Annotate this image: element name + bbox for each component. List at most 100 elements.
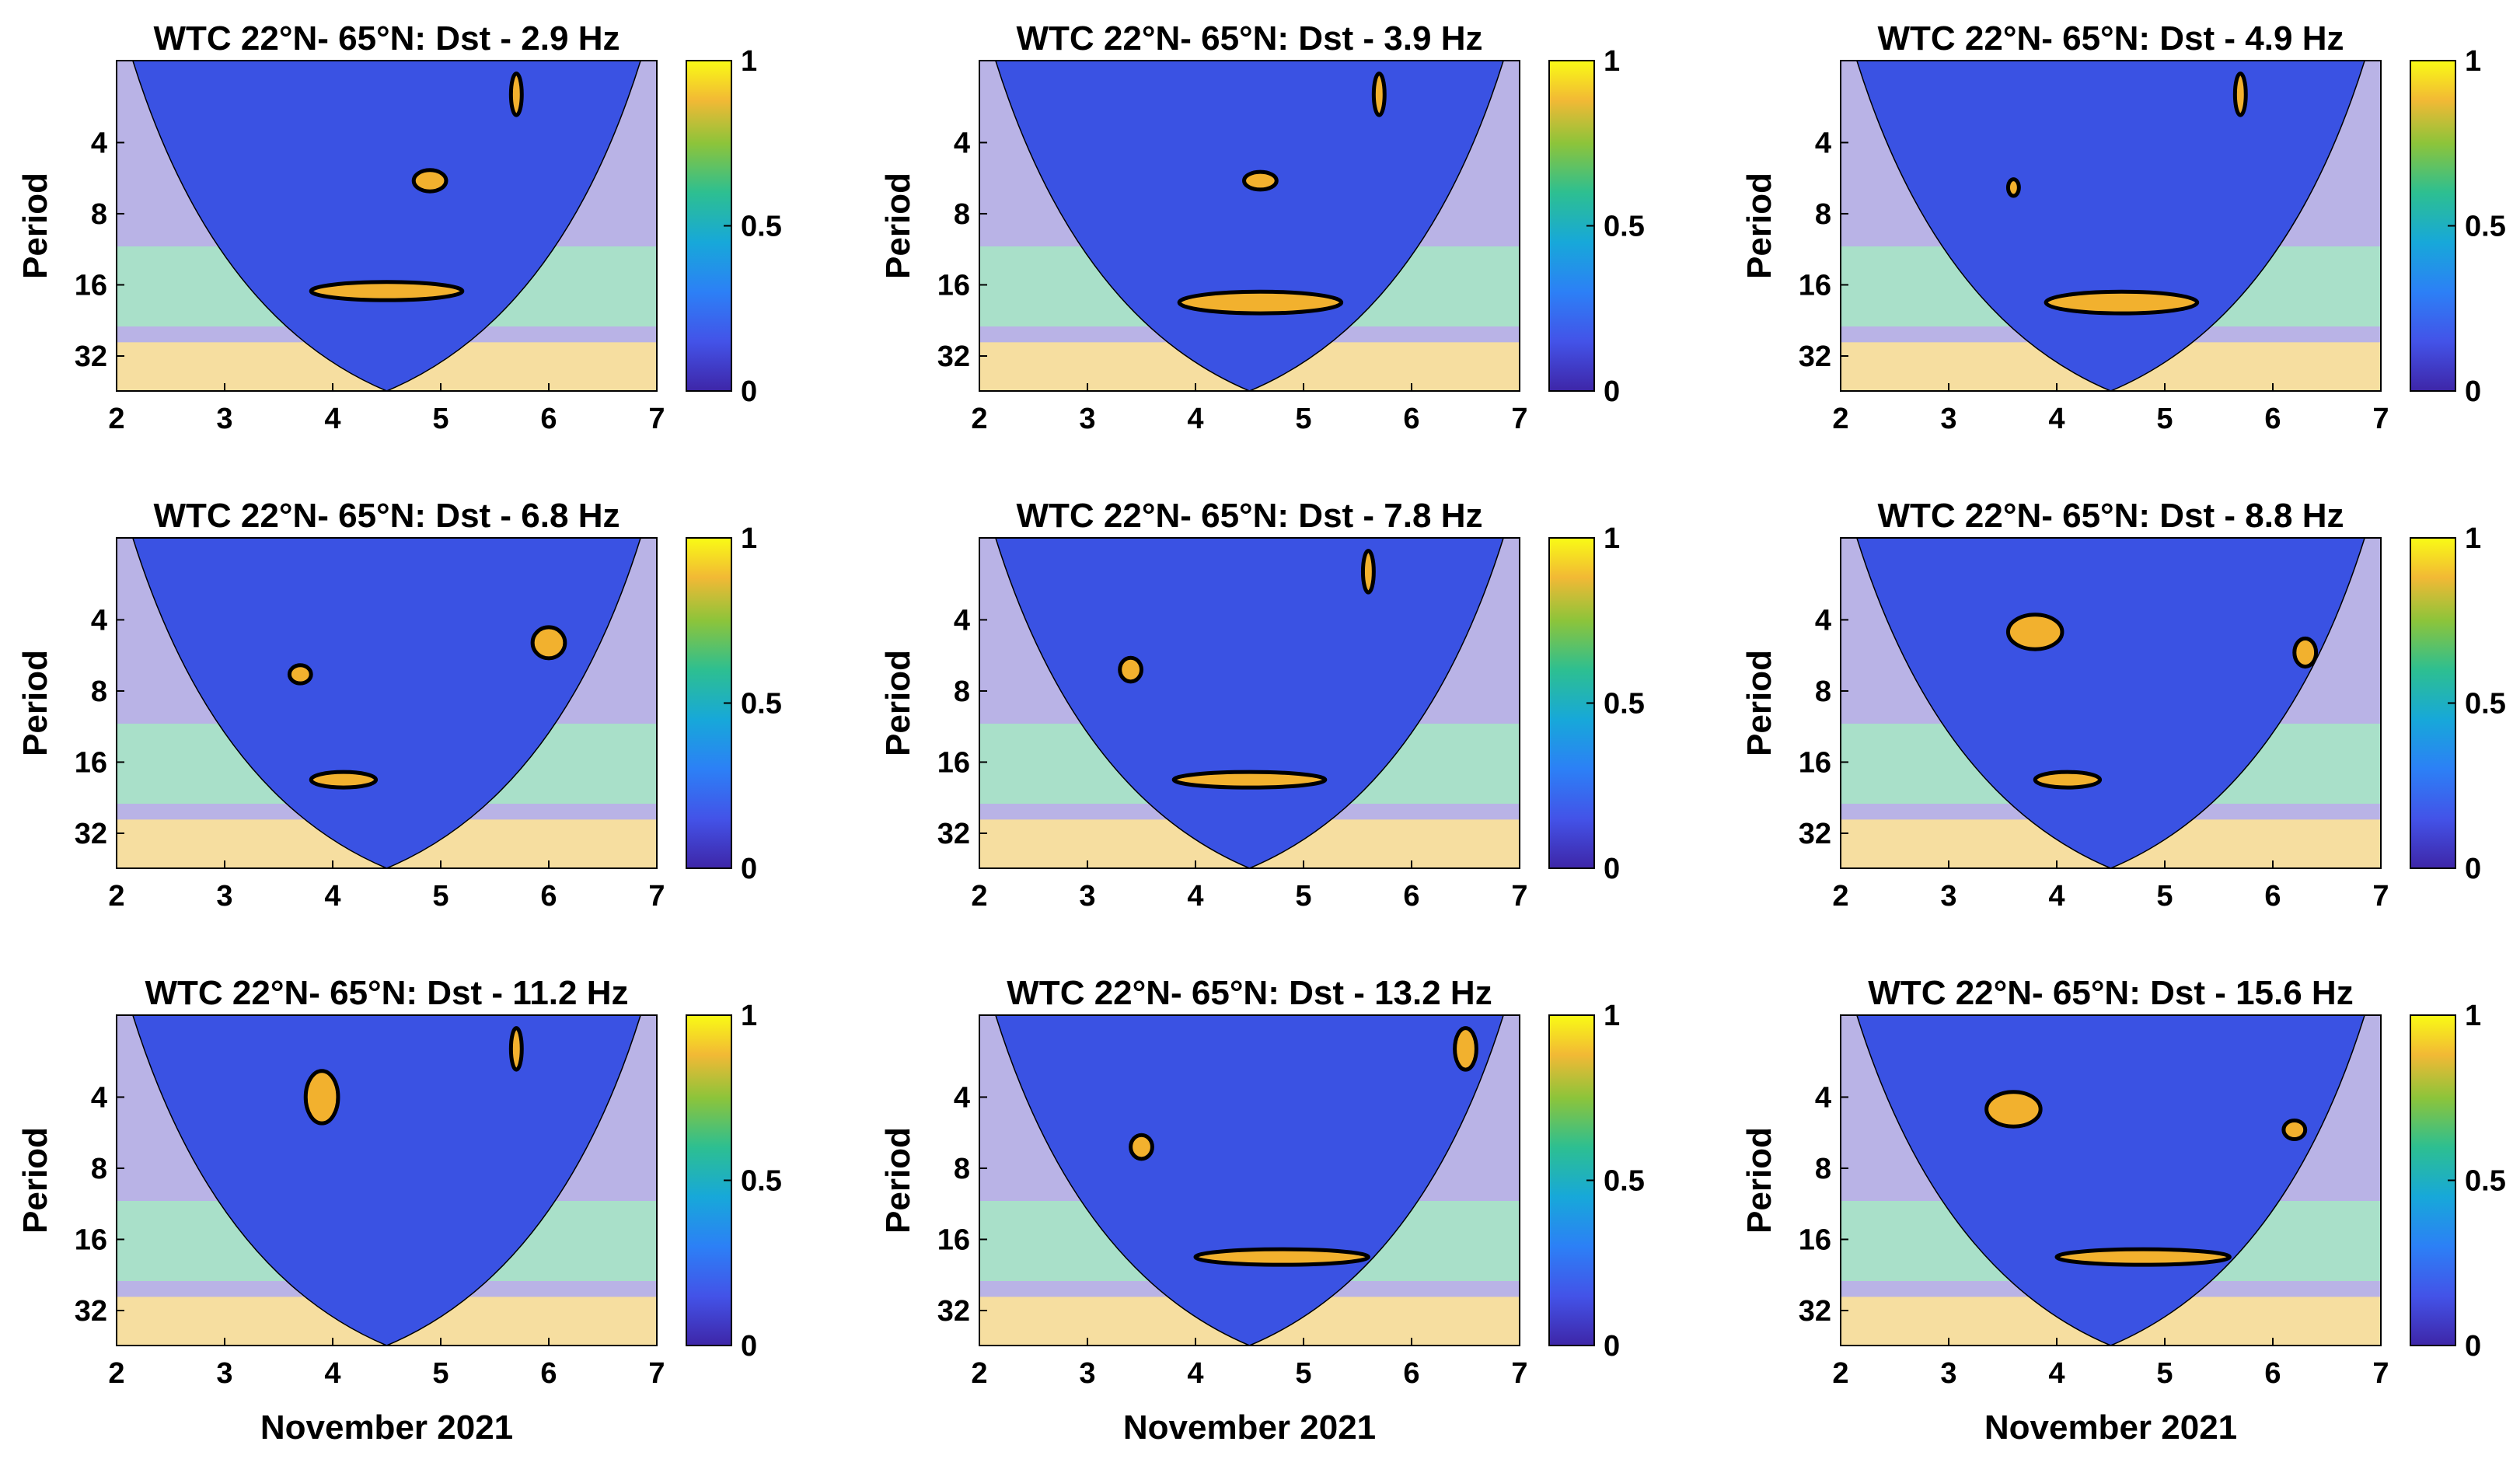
colorbar-tick-label: 0.5 — [1604, 211, 1645, 243]
y-tick-label: 8 — [954, 198, 970, 231]
x-tick-label: 6 — [540, 880, 557, 913]
x-tick-label: 5 — [2156, 1357, 2173, 1390]
wtc-panel-3: WTC 22°N- 65°N: Dst - 4.9 Hz 2 3 4 5 6 7 4 8 16 32… — [1740, 19, 2506, 435]
x-tick-label: 4 — [2048, 880, 2065, 913]
colorbar-tick-label: 0 — [1604, 1330, 1620, 1363]
axes-box — [1840, 537, 2382, 869]
x-tick-label: 6 — [1403, 880, 1419, 913]
significance-region-1 — [2054, 1247, 2232, 1267]
x-tick-label: 7 — [1511, 403, 1527, 435]
x-tick-label: 6 — [1403, 1357, 1419, 1390]
y-axis-label: Period — [16, 650, 54, 756]
y-tick-label: 32 — [75, 340, 107, 373]
x-tick-label: 3 — [1940, 880, 1956, 913]
y-tick-label: 16 — [1799, 269, 1831, 302]
wtc-panel-5: WTC 22°N- 65°N: Dst - 7.8 Hz 2 3 4 5 6 7 4 8 16 32… — [879, 497, 1645, 913]
x-tick-label: 2 — [108, 1357, 124, 1390]
x-tick-label: 3 — [216, 403, 232, 435]
x-tick-label: 4 — [324, 880, 340, 913]
significance-region-1 — [303, 1069, 340, 1126]
y-axis-label: Period — [1740, 650, 1778, 756]
y-tick-label: 32 — [937, 340, 970, 373]
axes-box — [979, 60, 1520, 392]
colorbar-tick-label: 0 — [1604, 375, 1620, 408]
axes-box — [1840, 1014, 2382, 1346]
x-tick-label: 6 — [2264, 880, 2281, 913]
x-tick-label: 3 — [216, 1357, 232, 1390]
x-tick-label: 5 — [1295, 880, 1311, 913]
x-tick-label: 7 — [1511, 1357, 1527, 1390]
wtc-panel-8: WTC 22°N- 65°N: Dst - 13.2 Hz 2 3 4 5 6 7 4 8 16 3… — [879, 974, 1645, 1447]
y-tick-label: 8 — [954, 675, 970, 708]
axes-box — [979, 537, 1520, 869]
y-axis-label: Period — [16, 1127, 54, 1234]
x-tick-label: 2 — [108, 403, 124, 435]
x-tick-label: 2 — [1832, 1357, 1848, 1390]
significance-region-1 — [2033, 770, 2103, 790]
y-axis-label: Period — [1740, 1127, 1778, 1234]
y-tick-label: 4 — [1815, 127, 1831, 159]
y-tick-label: 32 — [1799, 1295, 1831, 1328]
x-axis-label: November 2021 — [1123, 1408, 1376, 1447]
x-tick-label: 6 — [540, 1357, 557, 1390]
significance-region-2 — [1129, 1133, 1154, 1161]
y-tick-label: 4 — [954, 1081, 970, 1114]
y-tick-label: 8 — [1815, 1153, 1831, 1185]
y-tick-label: 16 — [937, 269, 970, 302]
significance-region-1 — [309, 280, 465, 302]
axes-box — [116, 537, 658, 869]
panel-title: WTC 22°N- 65°N: Dst - 6.8 Hz — [154, 497, 620, 535]
colorbar-tick-label: 1 — [2465, 45, 2481, 78]
x-tick-label: 5 — [1295, 1357, 1311, 1390]
x-tick-label: 6 — [2264, 1357, 2281, 1390]
y-tick-label: 4 — [91, 127, 107, 159]
wtc-panel-6: WTC 22°N- 65°N: Dst - 8.8 Hz 2 3 4 5 6 7 4 8 16 32… — [1740, 497, 2506, 913]
axes-box — [979, 1014, 1520, 1346]
x-tick-label: 3 — [1079, 403, 1095, 435]
wtc-panel-1: WTC 22°N- 65°N: Dst - 2.9 Hz 2 3 4 5 6 7 4 8 16 32… — [16, 19, 782, 435]
y-tick-label: 8 — [1815, 198, 1831, 231]
x-tick-label: 5 — [432, 1357, 449, 1390]
significance-region-3 — [2281, 1118, 2308, 1142]
y-tick-label: 4 — [954, 604, 970, 637]
panel-title: WTC 22°N- 65°N: Dst - 2.9 Hz — [154, 19, 620, 58]
colorbar-tick-label: 0 — [741, 375, 757, 408]
colorbar-tick-label: 0.5 — [2465, 1165, 2506, 1198]
y-tick-label: 32 — [1799, 340, 1831, 373]
colorbar-tick-label: 0.5 — [2465, 688, 2506, 721]
significance-region-2 — [1984, 1090, 2043, 1129]
x-tick-label: 5 — [432, 880, 449, 913]
wtc-panel-4: WTC 22°N- 65°N: Dst - 6.8 Hz 2 3 4 5 6 7 4 8 16 32… — [16, 497, 782, 913]
y-tick-label: 4 — [954, 127, 970, 159]
wtc-panel-9: WTC 22°N- 65°N: Dst - 15.6 Hz 2 3 4 5 6 7 4 8 16 3… — [1740, 974, 2506, 1447]
y-tick-label: 8 — [1815, 675, 1831, 708]
y-tick-label: 16 — [75, 1223, 107, 1256]
x-tick-label: 7 — [648, 403, 665, 435]
colorbar-tick-label: 0 — [2465, 375, 2481, 408]
x-tick-label: 4 — [1187, 403, 1203, 435]
colorbar-tick-label: 1 — [1604, 1000, 1620, 1032]
colorbar-tick-label: 1 — [741, 1000, 757, 1032]
x-tick-label: 3 — [1079, 880, 1095, 913]
panel-title: WTC 22°N- 65°N: Dst - 8.8 Hz — [1878, 497, 2344, 535]
y-tick-label: 32 — [937, 1295, 970, 1328]
panel-title: WTC 22°N- 65°N: Dst - 11.2 Hz — [145, 974, 629, 1012]
colorbar-tick-label: 0 — [1604, 853, 1620, 885]
y-tick-label: 4 — [1815, 604, 1831, 637]
panel-title: WTC 22°N- 65°N: Dst - 15.6 Hz — [1868, 974, 2353, 1012]
x-tick-label: 3 — [1940, 1357, 1956, 1390]
y-tick-label: 16 — [75, 269, 107, 302]
colorbar-tick-label: 1 — [2465, 1000, 2481, 1032]
colorbar-tick-label: 0 — [741, 853, 757, 885]
y-tick-label: 16 — [1799, 1223, 1831, 1256]
y-tick-label: 32 — [1799, 818, 1831, 850]
x-tick-label: 2 — [1832, 880, 1848, 913]
significance-region-2 — [1242, 169, 1279, 192]
y-axis-label: Period — [879, 173, 917, 279]
x-axis-label: November 2021 — [1984, 1408, 2237, 1447]
colorbar-tick-label: 0 — [2465, 1330, 2481, 1363]
panel-title: WTC 22°N- 65°N: Dst - 4.9 Hz — [1878, 19, 2344, 58]
panel-title: WTC 22°N- 65°N: Dst - 7.8 Hz — [1017, 497, 1483, 535]
y-tick-label: 32 — [75, 818, 107, 850]
